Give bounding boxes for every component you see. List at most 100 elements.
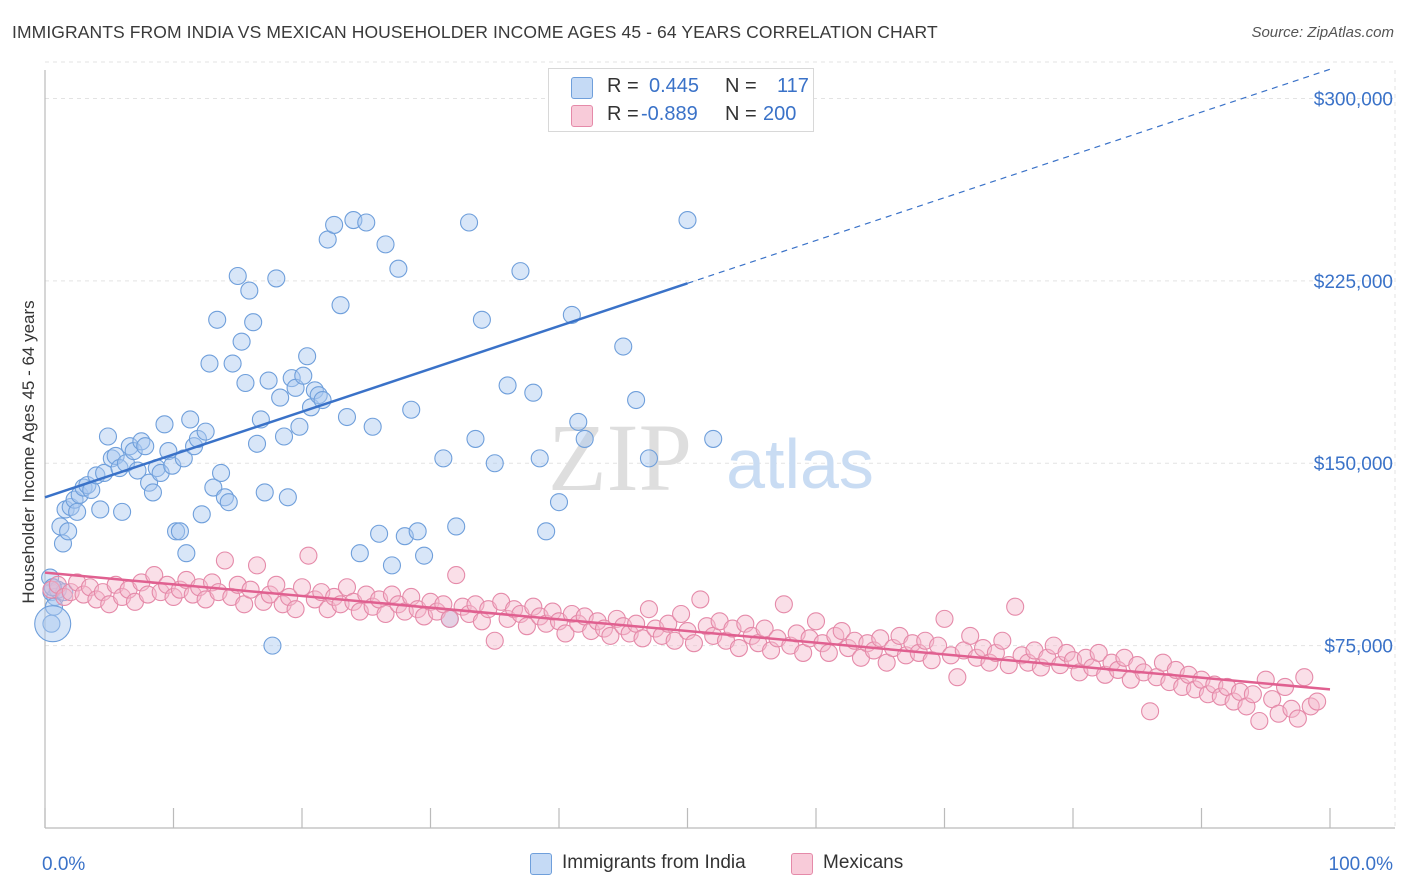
point-india: [575, 429, 594, 448]
point-mexicans: [935, 609, 954, 628]
point-mexicans: [806, 612, 826, 631]
point-india: [167, 522, 186, 541]
legend-swatch-india: [571, 77, 593, 99]
trend-lines: [44, 68, 1331, 691]
point-india: [91, 500, 110, 519]
legend-r-label: R =: [607, 103, 639, 125]
point-mexicans: [729, 639, 748, 658]
point-mexicans: [543, 602, 562, 621]
point-mexicans: [1250, 711, 1269, 731]
point-mexicans: [247, 556, 267, 575]
point-india: [211, 463, 231, 483]
point-mexicans: [1282, 699, 1301, 718]
point-mexicans: [524, 597, 543, 616]
point-mexicans: [1295, 668, 1314, 687]
point-india: [569, 412, 588, 431]
chart-title: IMMIGRANTS FROM INDIA VS MEXICAN HOUSEHO…: [12, 22, 938, 42]
point-india: [228, 266, 247, 286]
point-mexicans: [447, 566, 466, 585]
point-mexicans: [1089, 643, 1108, 662]
point-mexicans: [672, 604, 691, 624]
point-india: [208, 310, 227, 329]
point-india: [290, 417, 309, 436]
point-india: [177, 544, 196, 563]
point-india: [325, 215, 344, 234]
point-india: [155, 415, 174, 434]
point-india: [232, 332, 251, 351]
point-mexicans: [1006, 597, 1025, 616]
point-india: [124, 442, 143, 461]
point-india: [204, 478, 223, 497]
point-mexicans: [376, 604, 395, 624]
trend-line-india-projection: [687, 68, 1331, 284]
point-india: [59, 522, 78, 541]
legend-n-value: 200: [763, 103, 797, 125]
point-india: [200, 354, 219, 373]
point-india: [56, 500, 75, 519]
point-mexicans: [440, 609, 459, 628]
point-india: [181, 410, 200, 429]
point-india: [98, 427, 118, 446]
point-india: [140, 473, 159, 492]
y-tick-label: $150,000: [1314, 454, 1393, 475]
point-india: [267, 269, 286, 288]
correlation-legend: R = 0.445 N = 117 R = -0.889 N = 200: [548, 68, 814, 132]
series-mexicans-points: [42, 546, 1327, 731]
point-mexicans: [819, 643, 838, 662]
y-tick-label: $225,000: [1314, 272, 1393, 293]
trend-line-mexicans: [44, 571, 1331, 691]
point-mexicans: [164, 587, 183, 607]
point-india: [294, 366, 313, 385]
point-mexicans: [665, 631, 684, 650]
bottom-legend-label-india: Immigrants from India: [562, 852, 746, 873]
legend-n-value: 117: [777, 75, 809, 97]
point-mexicans: [691, 590, 710, 609]
point-india: [106, 446, 125, 465]
grid-lines: [45, 61, 1396, 828]
point-india: [42, 614, 61, 633]
legend-r-value: 0.445: [649, 75, 700, 97]
point-india: [263, 636, 282, 655]
point-india: [143, 483, 162, 502]
legend-swatch-mexicans: [571, 105, 593, 127]
point-india: [376, 235, 395, 254]
point-india: [415, 546, 434, 565]
point-india: [271, 388, 290, 407]
point-india: [549, 493, 569, 512]
x-tick-label: 100.0%: [1329, 854, 1394, 875]
point-mexicans: [286, 600, 305, 619]
point-mexicans: [292, 578, 312, 597]
point-india: [402, 400, 421, 419]
point-india: [278, 488, 297, 507]
y-tick-label: $75,000: [1324, 637, 1393, 658]
point-mexicans: [1243, 685, 1262, 704]
point-mexicans: [215, 551, 234, 570]
point-mexicans: [1057, 643, 1076, 662]
point-india: [350, 544, 369, 563]
point-india: [472, 310, 491, 329]
trend-line-india: [44, 282, 688, 499]
point-india: [282, 369, 301, 388]
point-india: [151, 463, 170, 483]
point-mexicans: [948, 668, 967, 687]
point-india: [255, 483, 274, 502]
point-india: [537, 522, 556, 541]
point-india: [704, 429, 723, 448]
point-india: [370, 524, 389, 543]
point-india: [34, 605, 72, 643]
axis-labels: $75,000 $150,000 $225,000 $300,000 0.0% 100.0…: [19, 89, 1393, 875]
point-mexicans: [1128, 656, 1147, 675]
point-india: [240, 281, 259, 300]
y-axis-label: Householder Income Ages 45 - 64 years: [19, 300, 38, 603]
point-mexicans: [556, 624, 575, 643]
point-india: [678, 211, 697, 230]
watermark: ZIP atlas: [548, 404, 874, 511]
point-india: [524, 383, 543, 402]
point-india: [627, 390, 646, 410]
bottom-legend-label-mexicans: Mexicans: [823, 852, 904, 873]
legend-r-value: -0.889: [641, 103, 698, 125]
point-mexicans: [1308, 692, 1327, 711]
legend-n-label: N =: [725, 103, 757, 125]
point-mexicans: [993, 631, 1012, 650]
y-tick-label: $300,000: [1314, 89, 1393, 110]
